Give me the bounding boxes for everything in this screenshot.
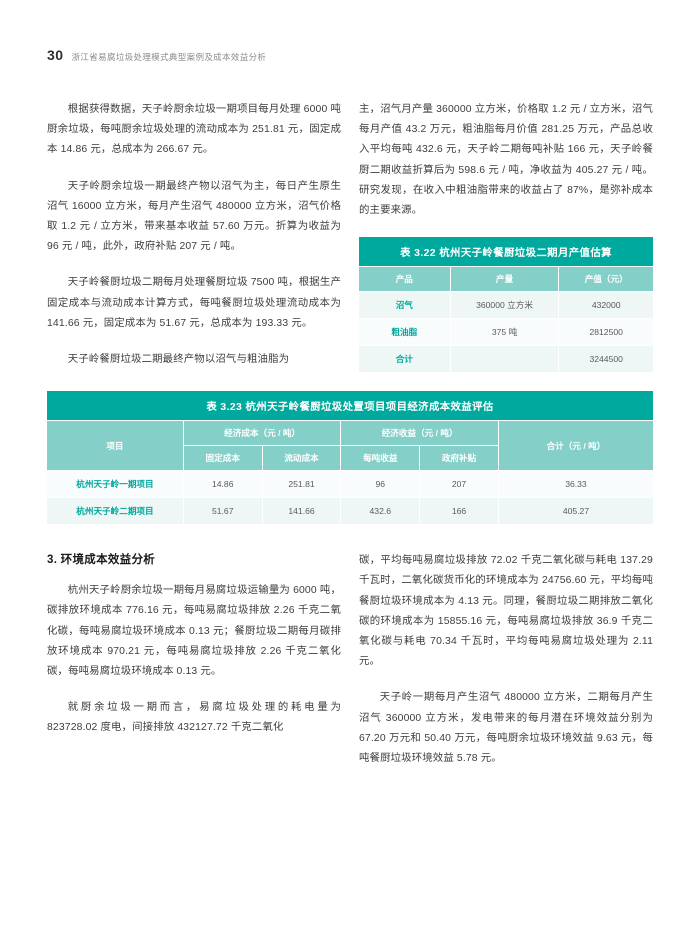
table-row: 沼气 360000 立方米 432000 — [359, 291, 653, 320]
cell-product: 合计 — [359, 345, 451, 374]
cell-value: 3244500 — [558, 345, 653, 374]
page-header-title: 浙江省易腐垃圾处理模式典型案例及成本效益分析 — [71, 52, 267, 62]
table-3-23-block: 表 3.23 杭州天子岭餐厨垃圾处置项目项目经济成本效益评估 项目 经济成本（元… — [47, 391, 653, 526]
paragraph: 主，沼气月产量 360000 立方米，价格取 1.2 元 / 立方米，沼气每月产… — [359, 104, 653, 217]
table-3-22: 表 3.22 杭州天子岭餐厨垃圾二期月产值估算 产品 产量 产值（元） 沼气 3… — [359, 237, 653, 374]
paragraph: 根据获得数据，天子岭厨余垃圾一期项目每月处理 6000 吨厨余垃圾，每吨厨余垃圾… — [47, 104, 341, 156]
table-row: 杭州天子岭二期项目 51.67 141.66 432.6 166 405.27 — [47, 497, 653, 526]
column-header-variable-cost: 流动成本 — [262, 445, 342, 472]
cell-fixed-cost: 14.86 — [183, 470, 263, 499]
cell-total: 405.27 — [498, 497, 653, 526]
table-row: 粗油脂 375 吨 2812500 — [359, 318, 653, 347]
table-3-23-sub-header-row: 固定成本 流动成本 每吨收益 政府补贴 — [47, 445, 653, 472]
cell-output: 375 吨 — [450, 318, 560, 347]
top-columns: 根据获得数据，天子岭厨余垃圾一期项目每月处理 6000 吨厨余垃圾，每吨厨余垃圾… — [47, 100, 653, 374]
cell-project: 杭州天子岭一期项目 — [47, 470, 184, 499]
table-row: 合计 3244500 — [359, 345, 653, 374]
paragraph: 天子岭一期每月产生沼气 480000 立方米，二期每月产生沼气 360000 立… — [359, 692, 653, 765]
column-header-fixed-cost: 固定成本 — [183, 445, 263, 472]
table-3-22-title-row: 表 3.22 杭州天子岭餐厨垃圾二期月产值估算 — [359, 237, 653, 268]
column-header-output: 产量 — [450, 266, 560, 293]
paragraph: 就厨余垃圾一期而言，易腐垃圾处理的耗电量为 823728.02 度电，间接排放 … — [47, 702, 341, 734]
column-header-income-per-ton: 每吨收益 — [340, 445, 421, 472]
table-3-22-header-row: 产品 产量 产值（元） — [359, 266, 653, 293]
cell-product: 沼气 — [359, 291, 451, 320]
table-3-23-group-header-row: 项目 经济成本（元 / 吨） 经济收益（元 / 吨） 合计（元 / 吨） — [47, 420, 653, 472]
column-header-value: 产值（元） — [558, 266, 653, 293]
paragraph: 天子岭餐厨垃圾二期每月处理餐厨垃圾 7500 吨，根据生产固定成本与流动成本计算… — [47, 277, 341, 329]
column-header-total: 合计（元 / 吨） — [498, 420, 653, 472]
page-number: 30 — [47, 47, 64, 63]
cell-output — [450, 345, 560, 374]
table-3-23: 表 3.23 杭州天子岭餐厨垃圾处置项目项目经济成本效益评估 项目 经济成本（元… — [47, 391, 653, 526]
table-3-23-title: 表 3.23 杭州天子岭餐厨垃圾处置项目项目经济成本效益评估 — [47, 391, 653, 422]
page-content: 根据获得数据，天子岭厨余垃圾一期项目每月处理 6000 吨厨余垃圾，每吨厨余垃圾… — [47, 100, 653, 769]
left-column-top: 根据获得数据，天子岭厨余垃圾一期项目每月处理 6000 吨厨余垃圾，每吨厨余垃圾… — [47, 100, 341, 370]
cell-government-subsidy: 166 — [419, 497, 499, 526]
paragraph: 杭州天子岭厨余垃圾一期每月易腐垃圾运输量为 6000 吨，碳排放环境成本 776… — [47, 585, 341, 678]
page-running-header: 30 浙江省易腐垃圾处理模式典型案例及成本效益分析 — [47, 47, 266, 63]
column-header-government-subsidy: 政府补贴 — [419, 445, 499, 472]
cell-product: 粗油脂 — [359, 318, 451, 347]
cell-value: 432000 — [558, 291, 653, 320]
cell-output: 360000 立方米 — [450, 291, 560, 320]
cell-income-per-ton: 432.6 — [340, 497, 421, 526]
cell-fixed-cost: 51.67 — [183, 497, 263, 526]
cell-project: 杭州天子岭二期项目 — [47, 497, 184, 526]
right-column-top: 主，沼气月产量 360000 立方米，价格取 1.2 元 / 立方米，沼气每月产… — [359, 100, 653, 374]
paragraph: 天子岭餐厨垃圾二期最终产物以沼气与粗油脂为 — [67, 354, 290, 366]
paragraph: 天子岭厨余垃圾一期最终产物以沼气为主，每日产生原生沼气 16000 立方米，每月… — [47, 180, 341, 253]
table-3-23-title-row: 表 3.23 杭州天子岭餐厨垃圾处置项目项目经济成本效益评估 — [47, 391, 653, 422]
cell-variable-cost: 251.81 — [262, 470, 342, 499]
table-row: 杭州天子岭一期项目 14.86 251.81 96 207 36.33 — [47, 470, 653, 499]
cell-variable-cost: 141.66 — [262, 497, 342, 526]
cell-income-per-ton: 96 — [340, 470, 421, 499]
column-header-economic-cost: 经济成本（元 / 吨） — [183, 420, 342, 447]
cell-value: 2812500 — [558, 318, 653, 347]
right-column-section-3: 碳，平均每吨易腐垃圾排放 72.02 千克二氧化碳与耗电 137.29 千瓦时，… — [359, 551, 653, 769]
left-column-section-3: 3. 环境成本效益分析 杭州天子岭厨余垃圾一期每月易腐垃圾运输量为 6000 吨… — [47, 551, 341, 738]
table-3-22-title: 表 3.22 杭州天子岭餐厨垃圾二期月产值估算 — [359, 237, 653, 268]
cell-total: 36.33 — [498, 470, 653, 499]
section-3-columns: 3. 环境成本效益分析 杭州天子岭厨余垃圾一期每月易腐垃圾运输量为 6000 吨… — [47, 551, 653, 769]
column-header-product: 产品 — [359, 266, 451, 293]
section-heading: 3. 环境成本效益分析 — [47, 554, 156, 567]
cell-government-subsidy: 207 — [419, 470, 499, 499]
column-header-economic-income: 经济收益（元 / 吨） — [340, 420, 499, 447]
paragraph: 碳，平均每吨易腐垃圾排放 72.02 千克二氧化碳与耗电 137.29 千瓦时，… — [359, 555, 653, 668]
column-header-project: 项目 — [47, 420, 184, 472]
